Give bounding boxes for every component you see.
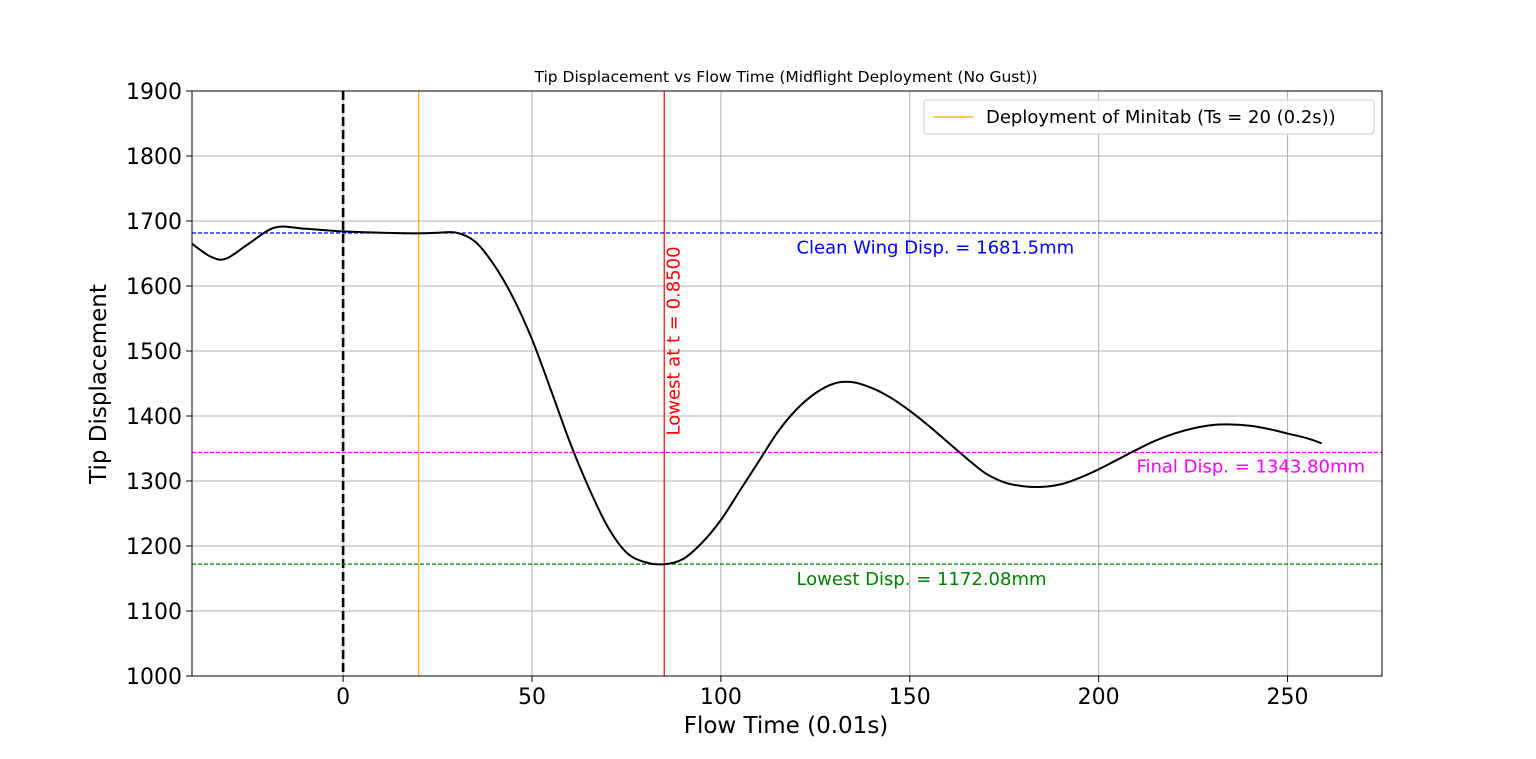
x-tick-label: 150 bbox=[889, 685, 931, 710]
y-tick-label: 1900 bbox=[126, 80, 182, 105]
annotation-label: Lowest Disp. = 1172.08mm bbox=[796, 569, 1046, 590]
x-axis-label: Flow Time (0.01s) bbox=[684, 713, 889, 739]
y-tick-label: 1200 bbox=[126, 535, 182, 560]
annotations: Clean Wing Disp. = 1681.5mm Final Disp. =… bbox=[663, 238, 1365, 591]
legend-box bbox=[923, 99, 1375, 135]
x-tick-label: 100 bbox=[700, 685, 742, 710]
y-tick-label: 1600 bbox=[126, 275, 182, 300]
annotation-label: Clean Wing Disp. = 1681.5mm bbox=[796, 238, 1074, 259]
plot-frame bbox=[191, 90, 1383, 677]
annotation-label: Lowest at t = 0.8500 bbox=[663, 246, 684, 435]
grid bbox=[192, 90, 1382, 677]
y-tick-label: 1800 bbox=[126, 145, 182, 170]
reference-lines bbox=[192, 91, 1382, 676]
legend-entry-deployment: Deployment of Minitab (Ts = 20 (0.2s)) bbox=[986, 107, 1336, 128]
x-axis: 0 50 100 150 200 250 bbox=[336, 676, 1309, 710]
x-tick-label: 250 bbox=[1267, 685, 1309, 710]
y-tick-label: 1300 bbox=[126, 470, 182, 495]
chart-title: Tip Displacement vs Flow Time (Midflight… bbox=[533, 68, 1037, 86]
legend: Deployment of Minitab (Ts = 20 (0.2s)) bbox=[923, 99, 1375, 135]
x-tick-label: 0 bbox=[336, 685, 350, 710]
x-tick-label: 200 bbox=[1078, 685, 1120, 710]
annotation-label: Final Disp. = 1343.80mm bbox=[1136, 457, 1365, 478]
y-tick-label: 1700 bbox=[126, 210, 182, 235]
y-tick-label: 1500 bbox=[126, 340, 182, 365]
y-tick-label: 1400 bbox=[126, 405, 182, 430]
series-line bbox=[191, 225, 1322, 566]
series-layer bbox=[191, 225, 1322, 566]
y-axis: 1000 1100 1200 1300 1400 1500 1600 1700 1800 1900 bbox=[126, 80, 192, 690]
y-axis-label: Tip Displacement bbox=[86, 284, 112, 485]
x-tick-label: 50 bbox=[518, 685, 546, 710]
y-tick-label: 1000 bbox=[126, 665, 182, 690]
y-tick-label: 1100 bbox=[126, 600, 182, 625]
